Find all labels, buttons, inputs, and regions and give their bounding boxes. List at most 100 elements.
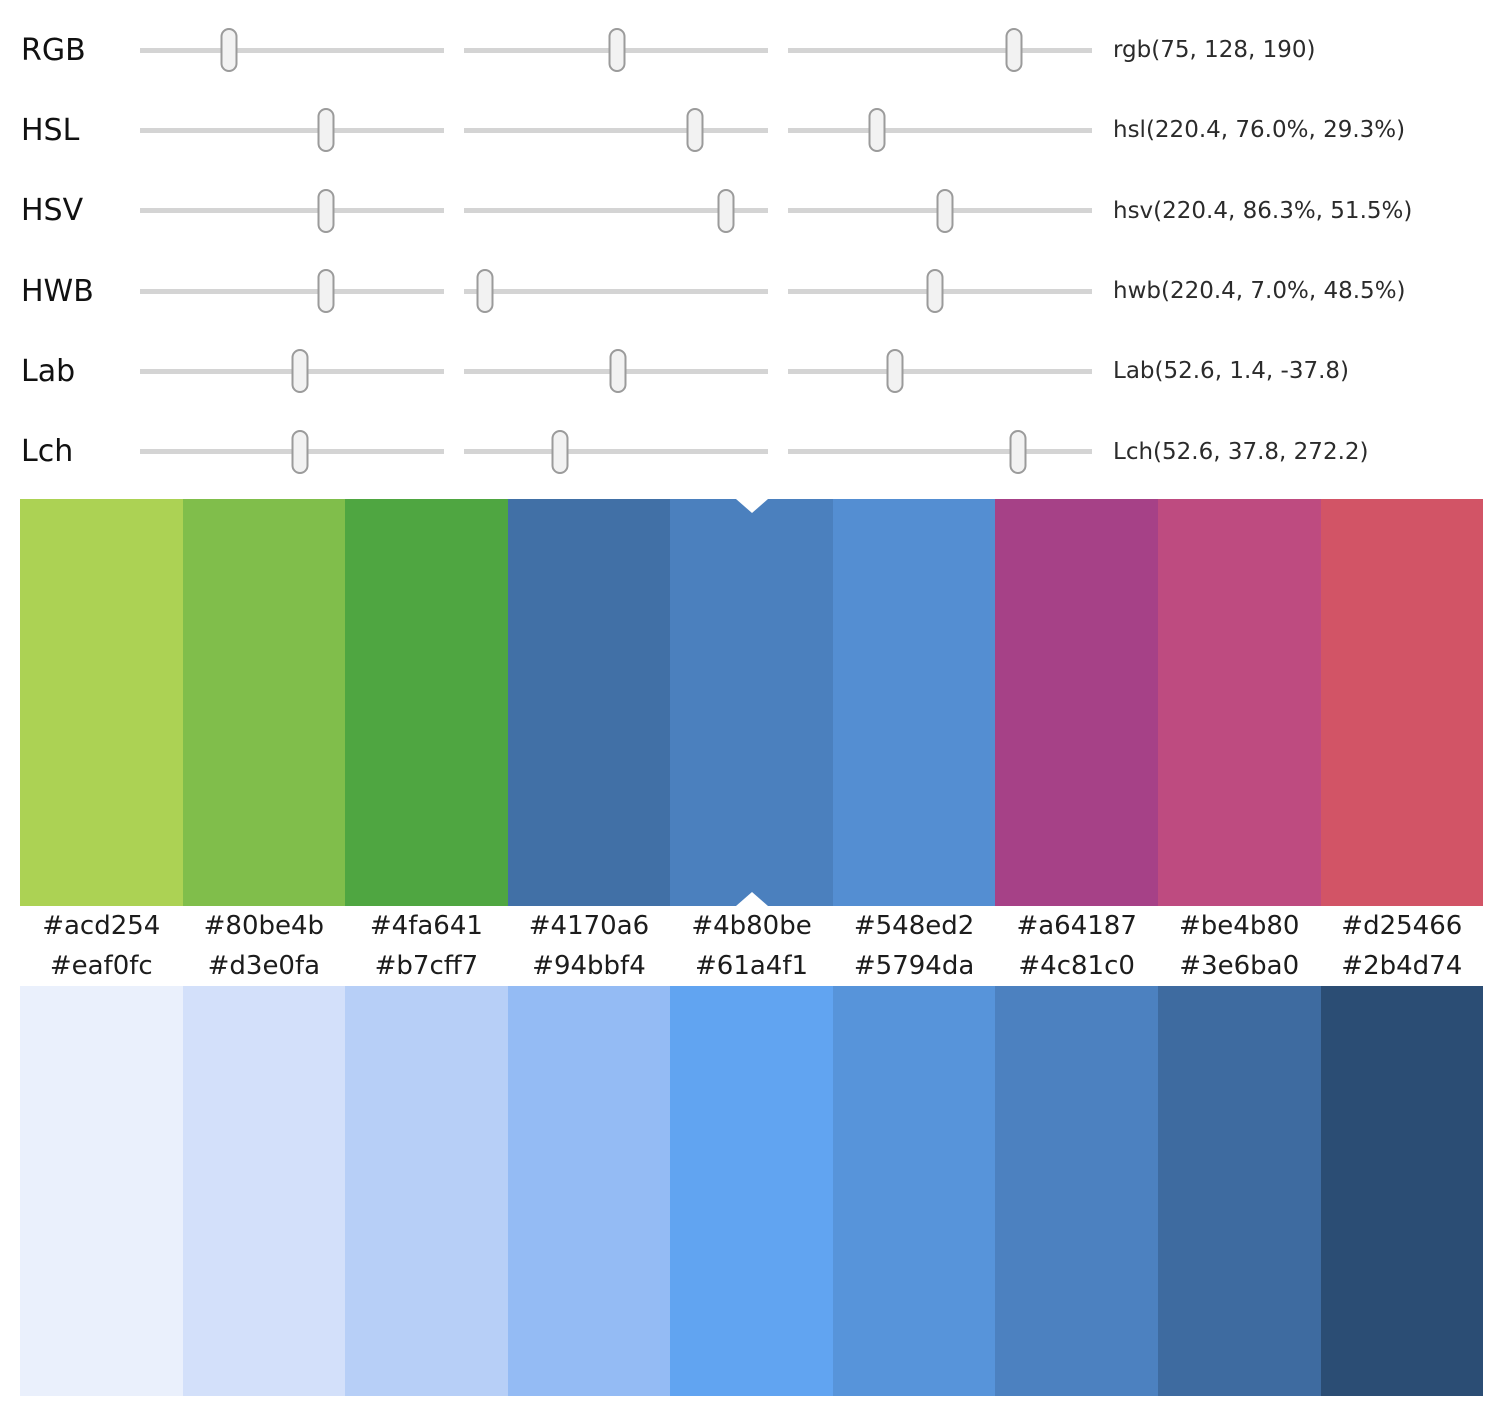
hue-hex-labels: #acd254 #80be4b #4fa641 #4170a6 #4b80be #548e… [20, 906, 1483, 946]
slider-value-lch: Lch(52.6, 37.8, 272.2) [1113, 438, 1369, 465]
slider-row-label-lch: Lch [21, 434, 74, 470]
selected-swatch-marker-top [735, 498, 768, 513]
tint-swatch-9[interactable] [1320, 985, 1484, 1396]
tint-hex-label-1: #eaf0fc [49, 950, 153, 981]
slider-track-hsv-1[interactable] [140, 188, 444, 233]
slider-track-lch-2[interactable] [464, 429, 768, 474]
slider-track-rgb-1[interactable] [140, 28, 444, 73]
tint-hex-label-3: #b7cff7 [374, 950, 479, 981]
slider-handle-rgb-2[interactable] [608, 28, 626, 73]
hue-hex-label-3: #4fa641 [369, 910, 483, 941]
tint-hex-label-5: #61a4f1 [695, 950, 809, 981]
slider-handle-hwb-1[interactable] [317, 269, 335, 314]
slider-track-hwb-1[interactable] [140, 269, 444, 314]
slider-track-rgb-2[interactable] [464, 28, 768, 73]
slider-row-lab: Lab Lab(52.6, 1.4, -37.8) [0, 331, 1501, 411]
slider-value-hsv: hsv(220.4, 86.3%, 51.5%) [1113, 197, 1413, 224]
slider-track-hwb-2[interactable] [464, 269, 768, 314]
slider-handle-lch-1[interactable] [291, 429, 309, 474]
hue-swatch-8[interactable] [1157, 498, 1321, 906]
hue-swatch-6[interactable] [832, 498, 996, 906]
slider-section: RGB rgb(75, 128, 190) HSL hsl(220.4, 76.0%,… [0, 0, 1501, 492]
slider-track-group-hwb [140, 269, 1092, 314]
slider-handle-hsl-1[interactable] [317, 108, 335, 153]
hue-hex-label-4: #4170a6 [528, 910, 650, 941]
slider-rows: RGB rgb(75, 128, 190) HSL hsl(220.4, 76.0%,… [0, 10, 1501, 492]
slider-handle-hsl-3[interactable] [868, 108, 886, 153]
tint-swatch-8[interactable] [1157, 985, 1321, 1396]
slider-track-group-hsv [140, 188, 1092, 233]
hue-swatch-7[interactable] [995, 498, 1158, 906]
tint-hex-label-7: #4c81c0 [1018, 950, 1135, 981]
hue-hex-label-1: #acd254 [42, 910, 161, 941]
slider-handle-hsv-1[interactable] [317, 188, 335, 233]
slider-handle-lab-1[interactable] [291, 349, 309, 394]
slider-value-hsl: hsl(220.4, 76.0%, 29.3%) [1113, 117, 1406, 144]
hue-palette [20, 498, 1484, 906]
slider-track-group-hsl [140, 108, 1092, 153]
slider-row-hwb: HWB hwb(220.4, 7.0%, 48.5%) [0, 251, 1501, 331]
tint-palette [20, 985, 1484, 1396]
tint-swatch-3[interactable] [345, 985, 508, 1396]
tint-hex-label-6: #5794da [853, 950, 975, 981]
slider-track-hsv-3[interactable] [788, 188, 1092, 233]
slider-value-lab: Lab(52.6, 1.4, -37.8) [1113, 358, 1349, 385]
slider-row-hsv: HSV hsv(220.4, 86.3%, 51.5%) [0, 171, 1501, 251]
slider-handle-hwb-3[interactable] [926, 269, 944, 314]
slider-track-hsl-1[interactable] [140, 108, 444, 153]
slider-handle-hsl-2[interactable] [686, 108, 704, 153]
slider-row-rgb: RGB rgb(75, 128, 190) [0, 10, 1501, 90]
slider-row-lch: Lch Lch(52.6, 37.8, 272.2) [0, 411, 1501, 491]
hue-hex-label-5: #4b80be [691, 910, 812, 941]
hue-hex-label-7: #a64187 [1016, 910, 1137, 941]
slider-track-hsl-2[interactable] [464, 108, 768, 153]
slider-track-lch-1[interactable] [140, 429, 444, 474]
hue-hex-label-2: #80be4b [203, 910, 325, 941]
slider-track-lab-3[interactable] [788, 349, 1092, 394]
tint-hex-label-9: #2b4d74 [1341, 950, 1463, 981]
slider-handle-rgb-1[interactable] [220, 28, 238, 73]
hue-swatch-9[interactable] [1320, 498, 1484, 906]
tint-swatch-7[interactable] [995, 985, 1158, 1396]
slider-track-group-lab [140, 349, 1092, 394]
tint-swatch-5[interactable] [670, 985, 833, 1396]
slider-handle-lab-2[interactable] [609, 349, 627, 394]
slider-track-lab-2[interactable] [464, 349, 768, 394]
hue-swatch-4[interactable] [507, 498, 671, 906]
slider-track-lch-3[interactable] [788, 429, 1092, 474]
tint-hex-label-2: #d3e0fa [207, 950, 321, 981]
tint-swatch-2[interactable] [182, 985, 346, 1396]
slider-handle-lch-2[interactable] [551, 429, 569, 474]
slider-track-lab-1[interactable] [140, 349, 444, 394]
hue-swatch-1[interactable] [20, 498, 183, 906]
slider-handle-lab-3[interactable] [886, 349, 904, 394]
tint-swatch-1[interactable] [20, 985, 183, 1396]
slider-row-hsl: HSL hsl(220.4, 76.0%, 29.3%) [0, 90, 1501, 170]
slider-row-label-hwb: HWB [21, 273, 94, 309]
slider-track-rgb-3[interactable] [788, 28, 1092, 73]
hue-hex-label-8: #be4b80 [1179, 910, 1300, 941]
slider-row-label-hsl: HSL [21, 112, 80, 148]
slider-row-label-hsv: HSV [21, 193, 84, 229]
tint-swatch-4[interactable] [507, 985, 671, 1396]
slider-handle-lch-3[interactable] [1009, 429, 1027, 474]
hue-swatch-5[interactable] [670, 498, 833, 906]
slider-handle-hsv-3[interactable] [936, 188, 954, 233]
slider-handle-hsv-2[interactable] [717, 188, 735, 233]
tint-swatch-6[interactable] [832, 985, 996, 1396]
slider-track-hwb-3[interactable] [788, 269, 1092, 314]
hue-hex-label-9: #d25466 [1341, 910, 1463, 941]
slider-handle-hwb-2[interactable] [476, 269, 494, 314]
slider-handle-rgb-3[interactable] [1005, 28, 1023, 73]
slider-track-hsl-3[interactable] [788, 108, 1092, 153]
hue-swatch-3[interactable] [345, 498, 508, 906]
hue-swatch-2[interactable] [182, 498, 346, 906]
selected-swatch-marker-bottom [735, 891, 768, 906]
tint-hex-label-8: #3e6ba0 [1179, 950, 1300, 981]
tint-hex-label-4: #94bbf4 [532, 950, 646, 981]
tint-hex-labels: #eaf0fc #d3e0fa #b7cff7 #94bbf4 #61a4f1 #5794… [20, 946, 1483, 986]
slider-track-group-lch [140, 429, 1092, 474]
slider-value-rgb: rgb(75, 128, 190) [1113, 37, 1316, 64]
slider-track-hsv-2[interactable] [464, 188, 768, 233]
